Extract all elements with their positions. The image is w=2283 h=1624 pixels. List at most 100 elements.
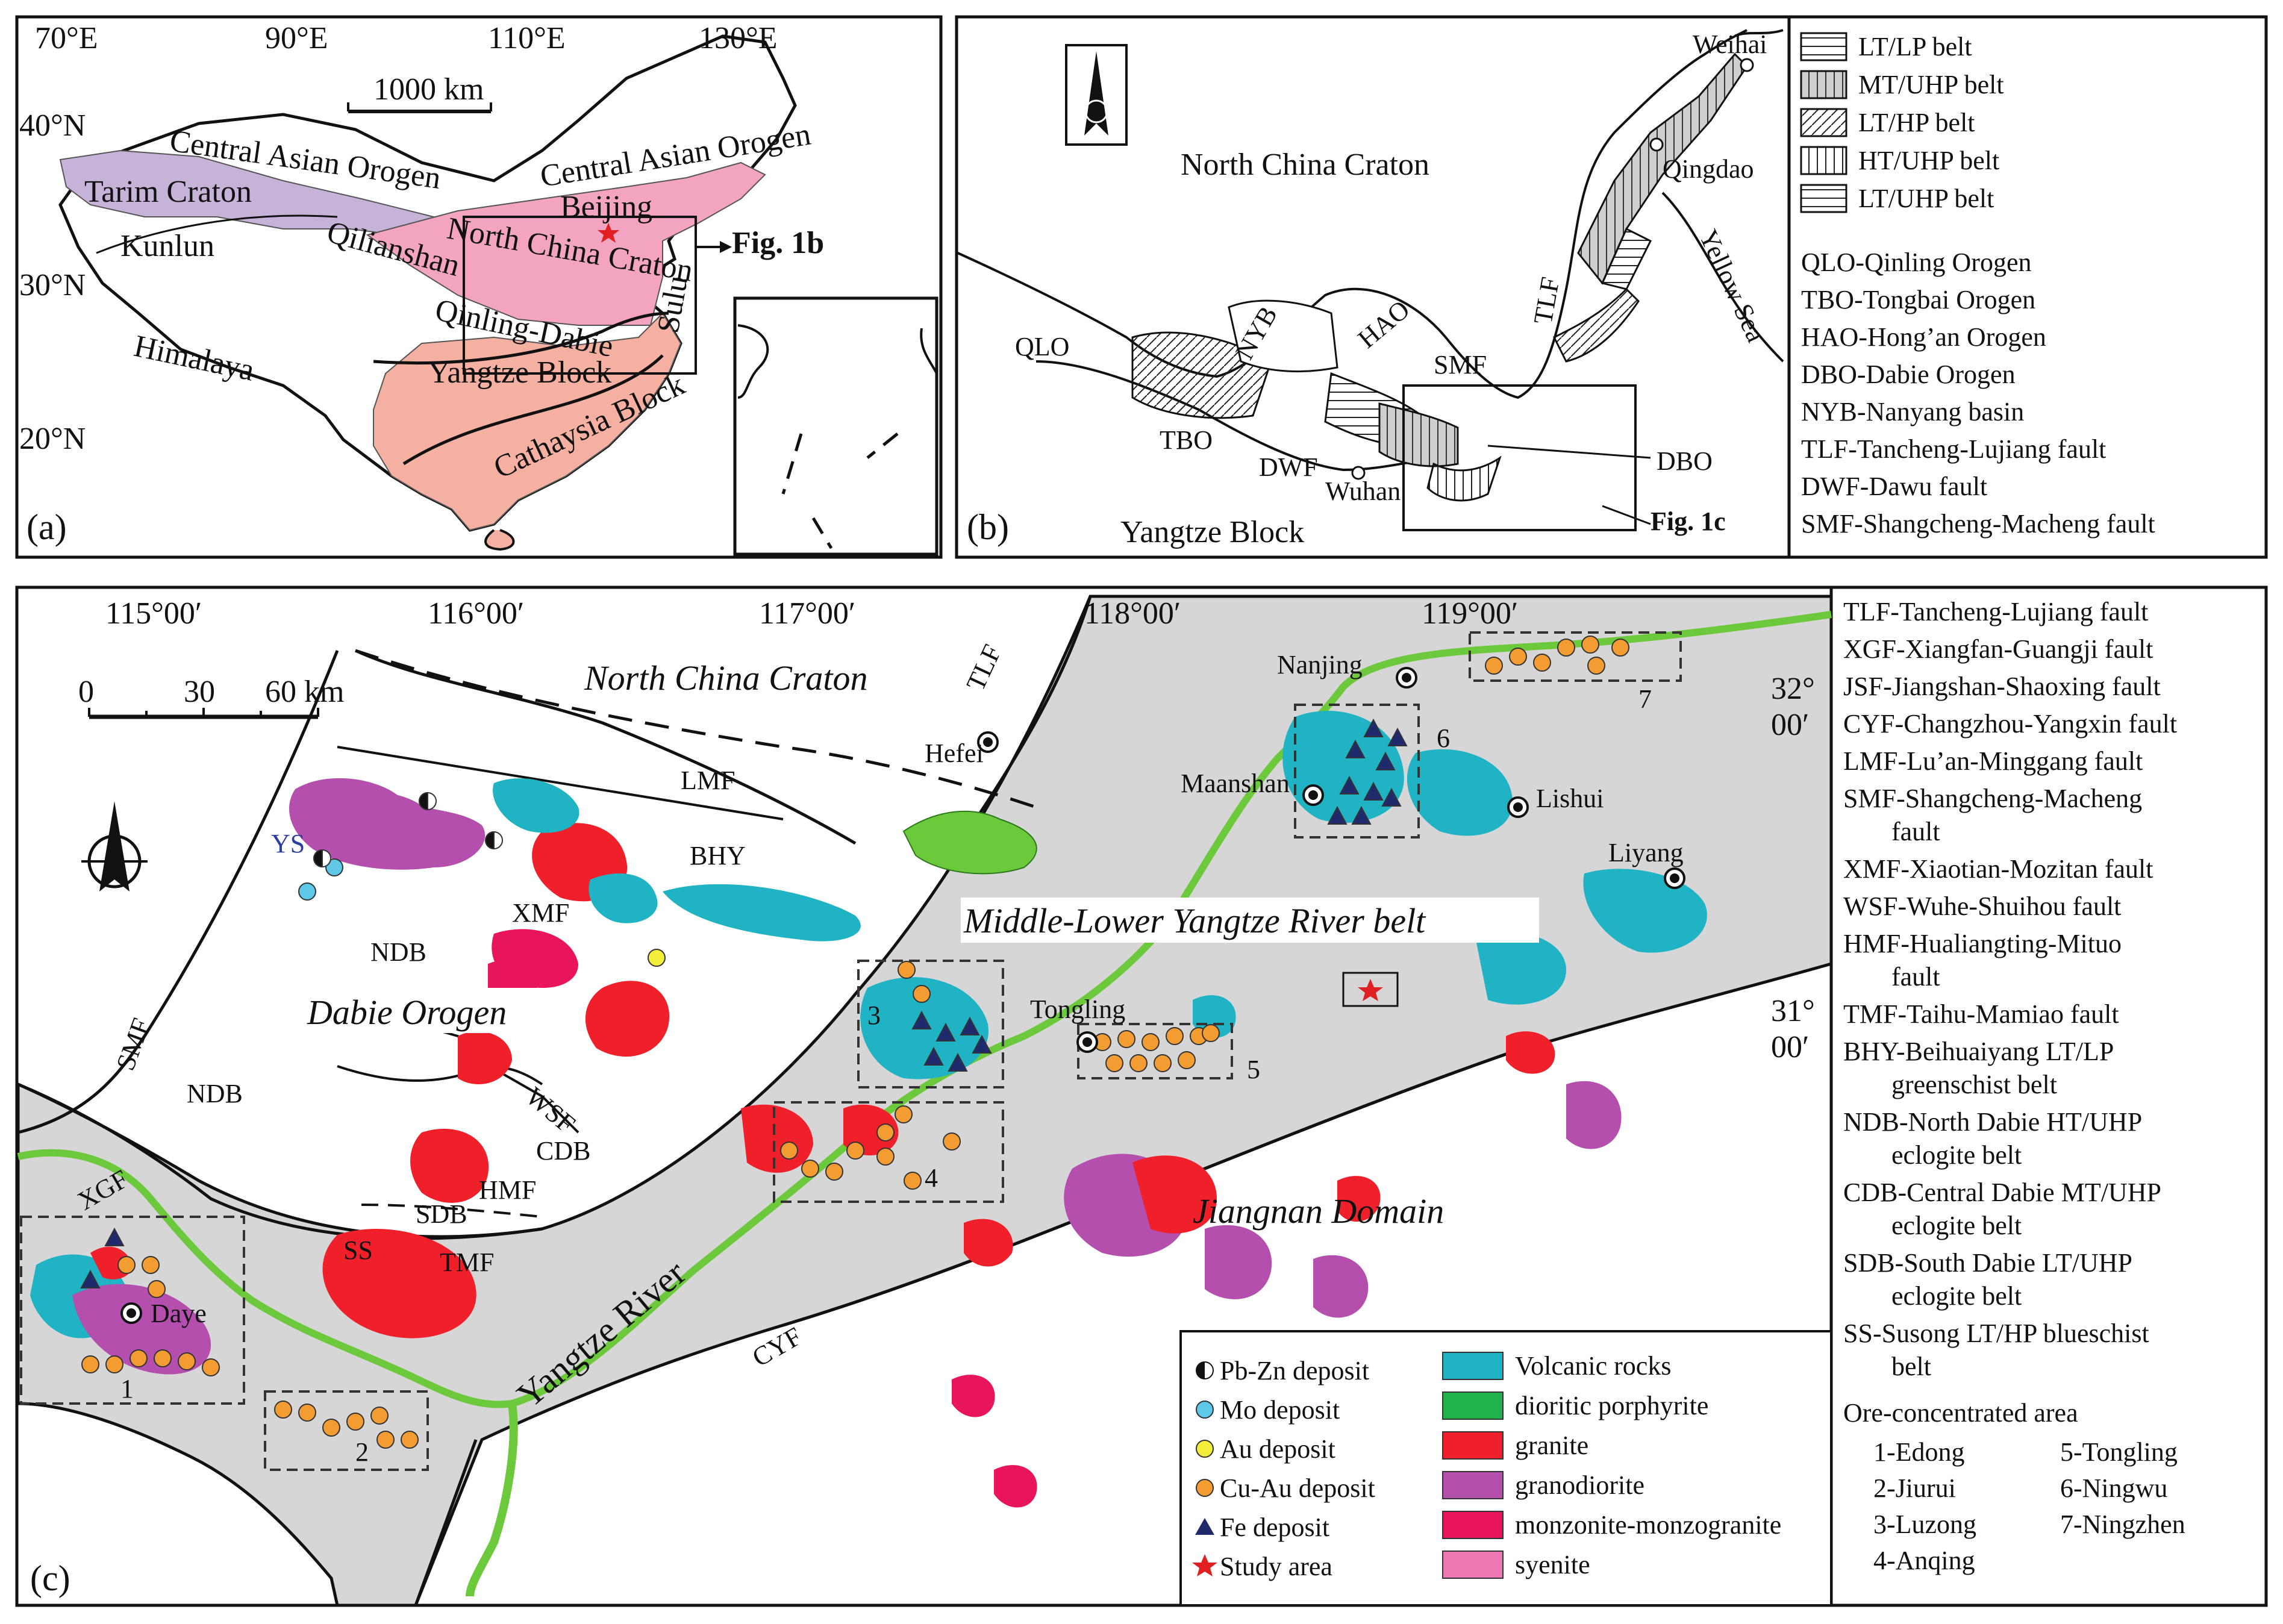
cu-au-deposit-icon — [1142, 1033, 1160, 1051]
legend-fault-6: XMF-Xiaotian-Mozitan fault — [1843, 854, 2153, 884]
cu-au-deposit-icon — [346, 1413, 364, 1431]
legend-lt-lp-swatch — [1800, 32, 1847, 61]
lat-tick-32-min: 00′ — [1771, 708, 1809, 742]
fig-1b-arrowhead — [720, 241, 732, 253]
fe-deposit-icon — [1387, 727, 1408, 746]
qinling-dabie-suture — [373, 311, 669, 365]
ore-area-label-3: 3 — [867, 1001, 881, 1030]
cu-au-deposit-icon — [154, 1349, 172, 1367]
legend-b-abbr-2: HAO-Hong’an Orogen — [1801, 322, 2046, 352]
legend-b-abbr-4: NYB-Nanyang basin — [1801, 397, 2024, 426]
cu-au-deposit-icon — [401, 1431, 419, 1449]
cu-au-deposit-icon — [376, 1431, 395, 1449]
legend-rock-2: granite — [1515, 1431, 1588, 1460]
panel-b-legend: LT/LP belt MT/UHP belt LT/HP belt HT/UHP… — [1800, 32, 2155, 539]
legend-fault-0: TLF-Tancheng-Lujiang fault — [1843, 597, 2148, 626]
deposit-markers — [80, 636, 1629, 1449]
volcanic-body — [1193, 995, 1236, 1038]
label-maanshan: Maanshan — [1181, 769, 1290, 798]
lat-tick-31-min: 00′ — [1771, 1030, 1809, 1064]
legend-b-belt-2: LT/HP belt — [1858, 108, 1975, 137]
legend-volcanic-swatch — [1442, 1352, 1504, 1380]
legend-granite-swatch — [1442, 1431, 1504, 1460]
pb-zn-deposits — [313, 792, 503, 868]
ore-area-label-5: 5 — [1247, 1055, 1260, 1084]
cu-au-deposit-icon — [322, 1419, 340, 1437]
legend-b-belt-1: MT/UHP belt — [1858, 70, 2004, 99]
cu-au-deposit-icon — [1581, 636, 1599, 654]
ndb-boundary — [337, 746, 784, 820]
tmf-fault-line — [361, 1204, 543, 1218]
legend-deposit-1: Mo deposit — [1220, 1395, 1340, 1425]
ore-area-boxes — [20, 631, 1682, 1471]
shandong-coast — [1734, 29, 1784, 37]
lon-tick-118: 118°00′ — [1084, 596, 1181, 631]
cu-au-deposit-icon — [178, 1352, 196, 1370]
scale-tick-30: 30 — [184, 675, 215, 709]
legend-monzonite-swatch — [1442, 1511, 1504, 1539]
south-china-region — [373, 312, 682, 531]
fig-1c-box — [1402, 384, 1637, 531]
legend-fault-3: CYF-Changzhou-Yangxin fault — [1843, 709, 2177, 739]
legend-granodiorite-swatch — [1442, 1471, 1504, 1499]
wuhan-dot — [1351, 466, 1366, 480]
lat-tick-40: 40°N — [19, 108, 86, 143]
myrb-label-bg — [961, 898, 1539, 943]
mo-deposits — [298, 858, 343, 901]
south-china-sea-inset — [733, 296, 938, 556]
legend-ore-left-3: 4-Anqing — [1873, 1546, 1975, 1575]
label-bhy: BHY — [690, 841, 746, 870]
scale-tick-0: 0 — [78, 675, 94, 709]
tlf-fault-line — [974, 596, 1092, 820]
qingdao-dot — [1649, 137, 1664, 152]
granodiorite-body — [1205, 1225, 1272, 1299]
legend-ore-left-0: 1-Edong — [1873, 1437, 1965, 1467]
lon-tick-115: 115°00′ — [105, 596, 202, 631]
legend-right: TLF-Tancheng-Lujiang fault XGF-Xiangfan-… — [1843, 597, 2185, 1575]
legend-b-belt-4: LT/UHP belt — [1858, 184, 1994, 213]
cu-au-deposit-icon — [81, 1355, 99, 1373]
legend-fault-9: TMF-Taihu-Mamiao fault — [1843, 999, 2119, 1029]
label-hmf: HMF — [479, 1175, 536, 1205]
bhy-volcanic-body — [663, 884, 861, 942]
panel-a: 1000 km 70°E 90°E 110°E 130°E 40°N 30°N … — [15, 15, 943, 559]
label-ndb-1: NDB — [370, 937, 426, 967]
lishui-volcanic-body — [1407, 749, 1513, 836]
legend-deposit-4: Fe deposit — [1220, 1513, 1329, 1542]
label-ss: SS — [343, 1235, 373, 1265]
granite-body — [1132, 1155, 1217, 1234]
label-north-china-craton-b: North China Craton — [1181, 148, 1429, 182]
legend-fault-8-cont: fault — [1891, 962, 1940, 992]
label-lishui: Lishui — [1536, 784, 1604, 813]
edong-granodiorite-body — [72, 1284, 211, 1375]
label-myrb: Middle-Lower Yangtze River belt — [963, 901, 1426, 940]
cu-au-deposit-icon — [105, 1355, 123, 1373]
legend-fault-2: JSF-Jiangshan-Shaoxing fault — [1843, 672, 2161, 701]
cu-au-deposit-icon — [1509, 648, 1527, 666]
legend-fault-5-cont: fault — [1891, 817, 1940, 846]
legend-fault-12: CDB-Central Dabie MT/UHP — [1843, 1178, 2161, 1207]
cu-au-deposits-area-2 — [274, 1401, 419, 1449]
fe-deposit-icon — [1339, 775, 1360, 795]
smf-fault-line — [17, 650, 339, 1134]
cu-au-deposit-icon — [825, 1163, 843, 1181]
granite-body — [1506, 1031, 1555, 1074]
cu-au-deposits-area-3 — [898, 961, 931, 1003]
pb-zn-deposit-half — [419, 792, 428, 811]
maanshan-icon-dot — [1308, 790, 1318, 800]
ore-area-6-box — [1294, 704, 1420, 839]
cu-au-deposit-icon — [1533, 654, 1551, 672]
label-yangtze-block-a: Yangtze Block — [428, 355, 611, 390]
legend-ore-right-1: 6-Ningwu — [2060, 1473, 2167, 1503]
label-nanjing: Nanjing — [1277, 650, 1363, 679]
label-ys: YS — [271, 829, 305, 858]
legend-b-abbr-3: DBO-Dabie Orogen — [1801, 360, 2016, 389]
lat-tick-32: 32° — [1771, 672, 1815, 706]
fe-deposit-icon — [1363, 718, 1384, 737]
inset-dashed-line — [781, 433, 899, 549]
legend-rock-0: Volcanic rocks — [1515, 1351, 1671, 1381]
ore-area-label-1: 1 — [120, 1374, 134, 1404]
legend-c: Pb-Zn deposit Mo deposit Au deposit Cu-A… — [1179, 1330, 1832, 1607]
study-area-box — [1342, 972, 1399, 1007]
lon-tick-110: 110°E — [488, 21, 566, 55]
